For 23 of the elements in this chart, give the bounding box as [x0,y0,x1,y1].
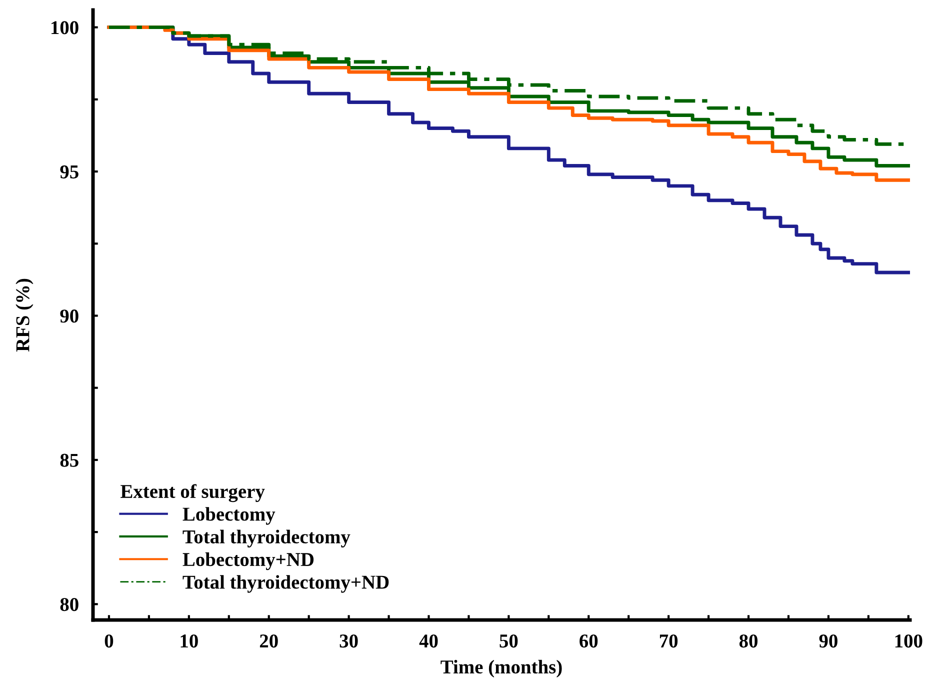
x-tick-label: 60 [580,634,598,648]
legend-title: Extent of surgery [120,484,265,502]
y-tick-label: 85 [60,454,78,467]
x-tick-label: 20 [260,634,278,648]
x-tick-label: 80 [739,634,758,648]
x-tick-label: 70 [660,634,678,648]
y-tick-label: 95 [60,165,78,178]
legend-label: Lobectomy+ND [182,552,314,570]
y-tick-label: 100 [52,21,78,34]
x-axis-title: Time (months) [440,660,562,678]
legend-label: Lobectomy [182,507,276,525]
y-tick-label: 90 [60,310,78,323]
x-tick-label: 30 [340,634,358,648]
x-tick-label: 40 [419,634,438,648]
legend-label: Total thyroidectomy+ND [182,575,389,593]
legend-label: Total thyroidectomy [182,530,350,548]
x-tick-label: 50 [500,634,518,648]
x-tick-label: 10 [180,634,198,648]
x-tick-label: 90 [819,634,838,648]
y-axis-title: RFS (%) [16,278,34,352]
x-tick-label: 0 [104,634,114,648]
x-tick-label: 100 [895,634,922,648]
y-tick-label: 80 [60,598,78,612]
